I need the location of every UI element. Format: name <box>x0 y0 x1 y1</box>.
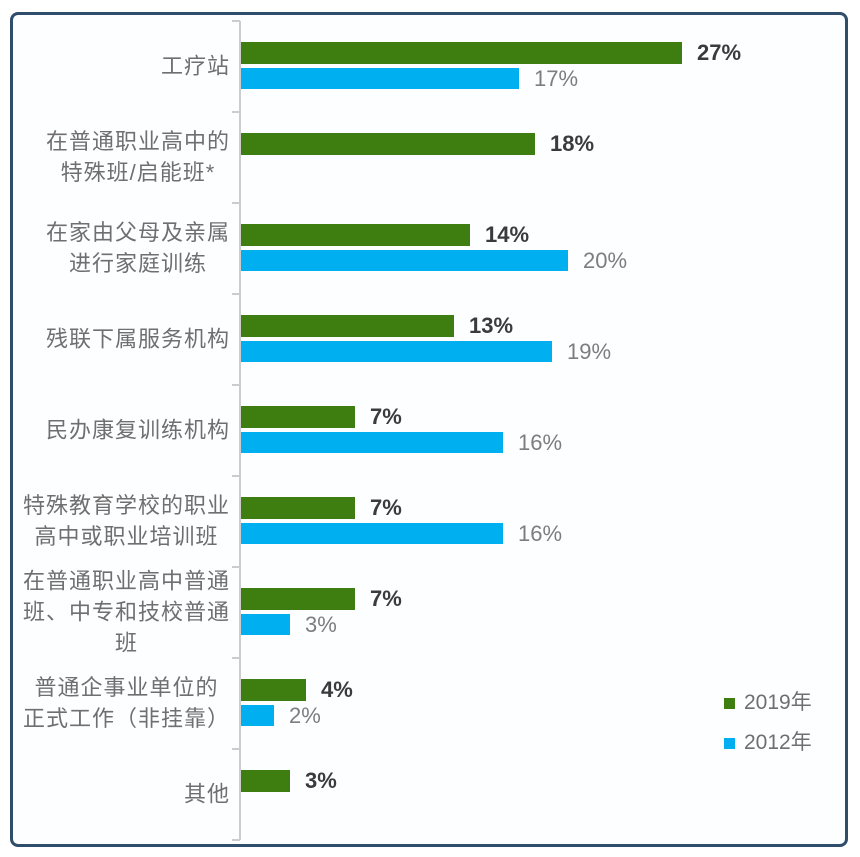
value-label-2019年: 14% <box>485 222 530 247</box>
value-label-2012年: 19% <box>567 338 612 364</box>
legend-label: 2012年 <box>744 731 812 754</box>
axis-tick <box>232 293 240 295</box>
legend-item: 2012年 <box>724 731 812 755</box>
bar-2019年 <box>241 133 535 155</box>
category-label-line: 正式工作（非挂靠） <box>22 706 230 731</box>
value-label-2019年: 18% <box>550 131 595 156</box>
category-label: 在家由父母及亲属 进行家庭训练 <box>46 217 230 279</box>
category-label-line: 在普通职业高中的 <box>45 129 230 154</box>
bar-2012年 <box>241 68 519 89</box>
value-label-2012年: 2% <box>289 702 321 728</box>
bar-2019年 <box>241 315 454 337</box>
bar-2019年 <box>241 224 470 246</box>
legend-swatch-icon <box>724 697 735 709</box>
legend-swatch-icon <box>724 737 735 749</box>
category-label: 民办康复训练机构 <box>46 415 230 446</box>
category-label: 普通企事业单位的 正式工作（非挂靠） <box>23 672 230 734</box>
category-label: 工疗站 <box>161 51 230 82</box>
value-label-2012年: 20% <box>583 247 628 273</box>
category-label-line: 残联下属服务机构 <box>45 326 230 352</box>
bar-2019年 <box>241 497 355 519</box>
category-label-line: 特殊班/启能班* <box>60 160 216 185</box>
axis-tick <box>232 111 240 113</box>
value-label-2012年: 16% <box>518 429 563 455</box>
axis-tick <box>232 748 240 750</box>
bar-2012年 <box>241 250 568 271</box>
value-label-2019年: 7% <box>370 495 402 520</box>
category-label-line: 民办康复训练机构 <box>45 417 230 443</box>
legend-item: 2019年 <box>724 691 812 715</box>
category-label: 在普通职业高中的 特殊班/启能班* <box>46 126 230 188</box>
category-label-line: 在普通职业高中普通 <box>22 568 230 594</box>
bar-2012年 <box>241 705 274 726</box>
category-label-line: 班 <box>114 630 138 656</box>
axis-tick <box>232 657 240 659</box>
value-label-2019年: 3% <box>305 768 337 793</box>
axis-tick <box>232 20 240 22</box>
axis-tick <box>232 839 240 841</box>
value-label-2012年: 3% <box>305 611 337 637</box>
category-label: 在普通职业高中普通 班、中专和技校普通班 <box>23 566 230 659</box>
category-label-line: 其他 <box>183 781 230 807</box>
category-label-line: 工疗站 <box>160 53 230 79</box>
axis-tick <box>232 384 240 386</box>
category-label-line: 在家由父母及亲属 <box>45 220 230 245</box>
axis-tick <box>232 475 240 477</box>
value-label-2012年: 16% <box>518 520 563 546</box>
category-label: 特殊教育学校的职业 高中或职业培训班 <box>23 490 230 552</box>
bar-2019年 <box>241 42 682 64</box>
bar-2012年 <box>241 523 503 544</box>
category-label-line: 特殊教育学校的职业 <box>22 493 230 518</box>
bar-2019年 <box>241 588 355 610</box>
category-label-line: 高中或职业培训班 <box>34 524 219 549</box>
bar-2012年 <box>241 432 503 453</box>
bar-2012年 <box>241 614 290 635</box>
value-label-2012年: 17% <box>534 65 579 91</box>
bar-2019年 <box>241 770 290 792</box>
value-label-2019年: 7% <box>370 586 402 611</box>
value-label-2019年: 13% <box>469 313 514 338</box>
legend-label: 2019年 <box>744 691 812 714</box>
value-label-2019年: 4% <box>321 677 353 702</box>
bar-2019年 <box>241 406 355 428</box>
category-label-line: 进行家庭训练 <box>68 251 207 276</box>
value-label-2019年: 27% <box>697 40 742 65</box>
category-label-line: 普通企事业单位的 <box>34 675 219 700</box>
bar-2019年 <box>241 679 306 701</box>
axis-tick <box>232 202 240 204</box>
axis-tick <box>232 566 240 568</box>
value-label-2019年: 7% <box>370 404 402 429</box>
category-axis-line <box>239 21 241 840</box>
bar-2012年 <box>241 341 552 362</box>
category-label: 残联下属服务机构 <box>46 324 230 355</box>
category-label-line: 班、中专和技校普通 <box>22 599 230 625</box>
category-label: 其他 <box>184 779 230 810</box>
